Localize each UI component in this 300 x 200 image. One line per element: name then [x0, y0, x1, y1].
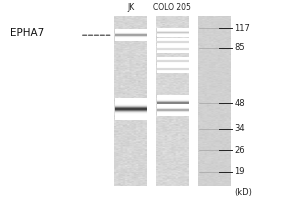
Bar [156, 17, 189, 186]
Text: EPHA7: EPHA7 [10, 28, 44, 38]
Text: (kD): (kD) [234, 188, 252, 197]
Text: 85: 85 [234, 43, 245, 52]
Text: 117: 117 [234, 24, 250, 33]
Text: JK: JK [127, 3, 134, 12]
Text: 34: 34 [234, 124, 245, 133]
Bar [198, 17, 231, 186]
Text: 26: 26 [234, 146, 245, 155]
Text: 19: 19 [234, 167, 245, 176]
Text: 48: 48 [234, 99, 245, 108]
Bar [114, 17, 147, 186]
Text: COLO 205: COLO 205 [154, 3, 191, 12]
